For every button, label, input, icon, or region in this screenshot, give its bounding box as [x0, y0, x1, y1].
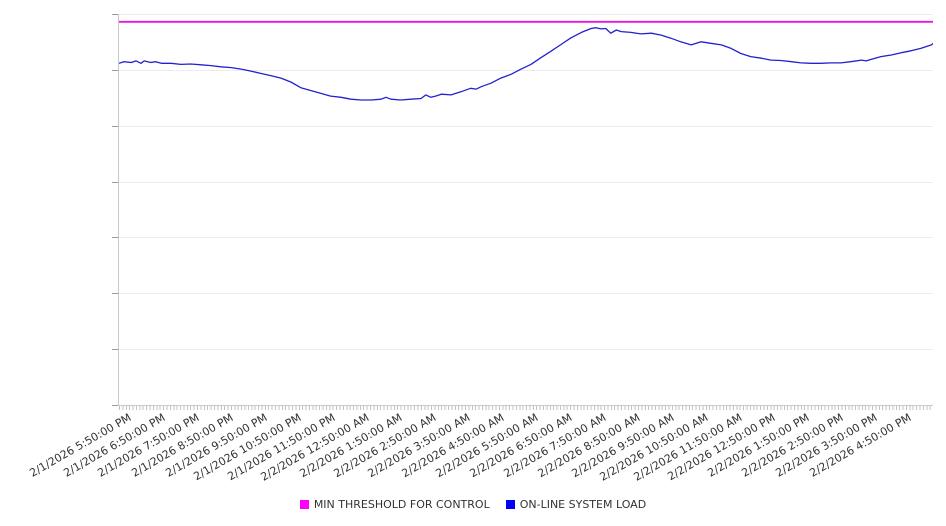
y-axis-tick [112, 70, 118, 71]
y-axis-tick [112, 126, 118, 127]
plot-area [118, 14, 933, 406]
y-axis-tick [112, 405, 118, 406]
legend-swatch-system-load [505, 500, 515, 509]
y-axis-tick [112, 182, 118, 183]
legend-swatch-min-threshold [299, 500, 309, 509]
legend-label-min-threshold: MIN THRESHOLD FOR CONTROL [313, 498, 490, 511]
legend-item-system-load[interactable]: ON-LINE SYSTEM LOAD [505, 498, 647, 511]
legend-item-min-threshold[interactable]: MIN THRESHOLD FOR CONTROL [299, 498, 490, 511]
legend-label-system-load: ON-LINE SYSTEM LOAD [519, 498, 647, 511]
system-load-line-series [119, 27, 933, 101]
x-axis-minor-ticks [119, 406, 933, 410]
y-axis-tick [112, 237, 118, 238]
y-axis-tick [112, 349, 118, 350]
plot-svg [119, 14, 933, 350]
y-axis-tick [112, 293, 118, 294]
y-axis-tick [112, 14, 118, 15]
legend: MIN THRESHOLD FOR CONTROL ON-LINE SYSTEM… [0, 498, 946, 511]
